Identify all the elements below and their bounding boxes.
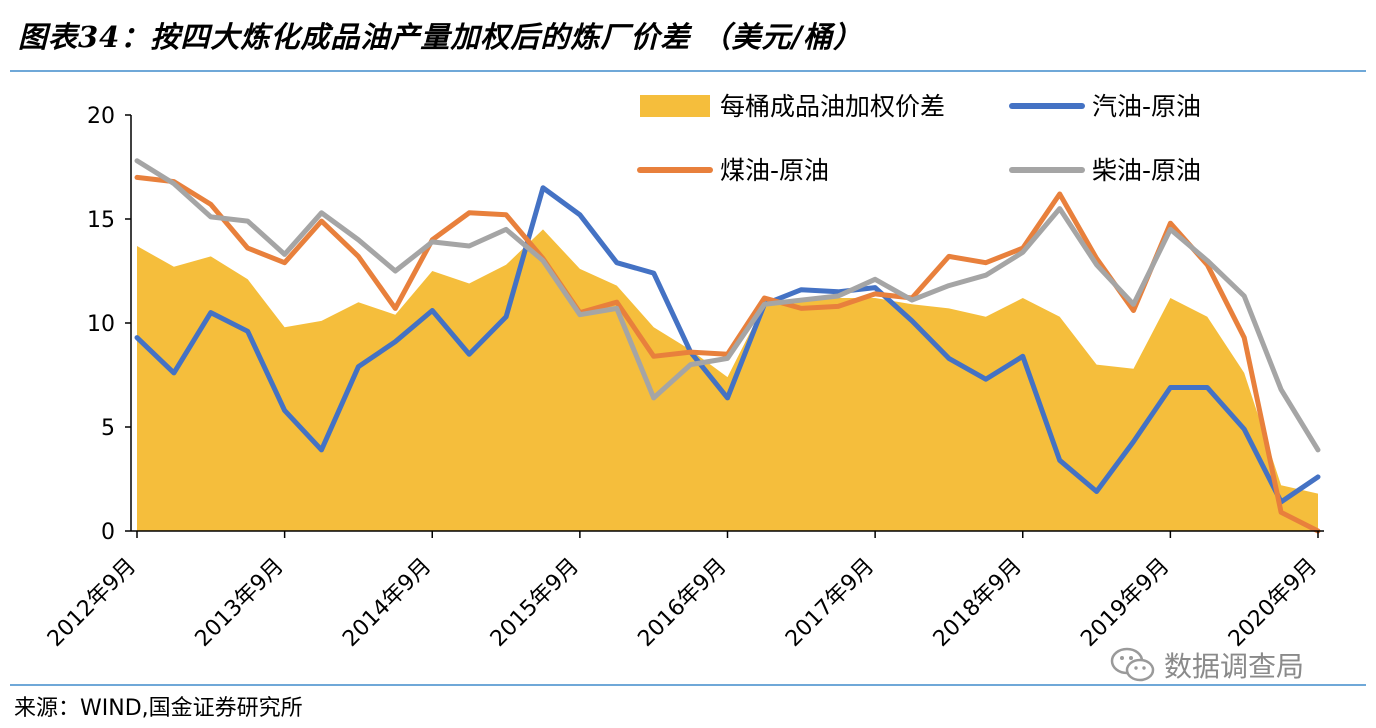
legend-swatch-area [640, 95, 710, 117]
x-tick-label: 2018年9月 [929, 554, 1027, 652]
wechat-logo-icon [1110, 647, 1155, 682]
footer-divider [10, 684, 1366, 686]
chart-canvas: 0 5 10 15 20 2012年9月 2013年9月 2014年9月 2015年9月 201… [43, 92, 1324, 652]
x-tick-label: 2015年9月 [486, 554, 584, 652]
y-tick-label: 10 [87, 312, 115, 337]
legend-label: 柴油-原油 [1092, 156, 1201, 185]
watermark-text: 数据调查局 [1164, 650, 1305, 683]
x-tick-label: 2020年9月 [1224, 554, 1322, 652]
legend-label: 煤油-原油 [720, 156, 829, 185]
chart-title: 图表34：按四大炼化成品油产量加权后的炼厂价差 （美元/桶） [18, 20, 864, 54]
legend-label: 每桶成品油加权价差 [720, 92, 945, 121]
x-tick-label: 2012年9月 [43, 554, 141, 652]
legend-label: 汽油-原油 [1092, 92, 1201, 121]
y-tick-label: 15 [87, 208, 115, 233]
series-line-1 [134, 185, 1321, 505]
x-tick-label: 2013年9月 [191, 554, 289, 652]
x-tick-label: 2014年9月 [338, 554, 436, 652]
y-tick-label: 0 [101, 520, 115, 545]
y-tick-label: 5 [101, 416, 115, 441]
x-tick-label: 2016年9月 [633, 554, 731, 652]
source-note: 来源：WIND,国金证券研究所 [14, 696, 303, 721]
series-area-weighted-spread [137, 229, 1318, 531]
watermark: 数据调查局 [1110, 645, 1304, 685]
x-tick-label: 2019年9月 [1076, 554, 1174, 652]
x-tick-label: 2017年9月 [781, 554, 879, 652]
title-divider [10, 70, 1366, 72]
series-line-3 [134, 158, 1321, 453]
y-tick-label: 20 [87, 104, 115, 129]
